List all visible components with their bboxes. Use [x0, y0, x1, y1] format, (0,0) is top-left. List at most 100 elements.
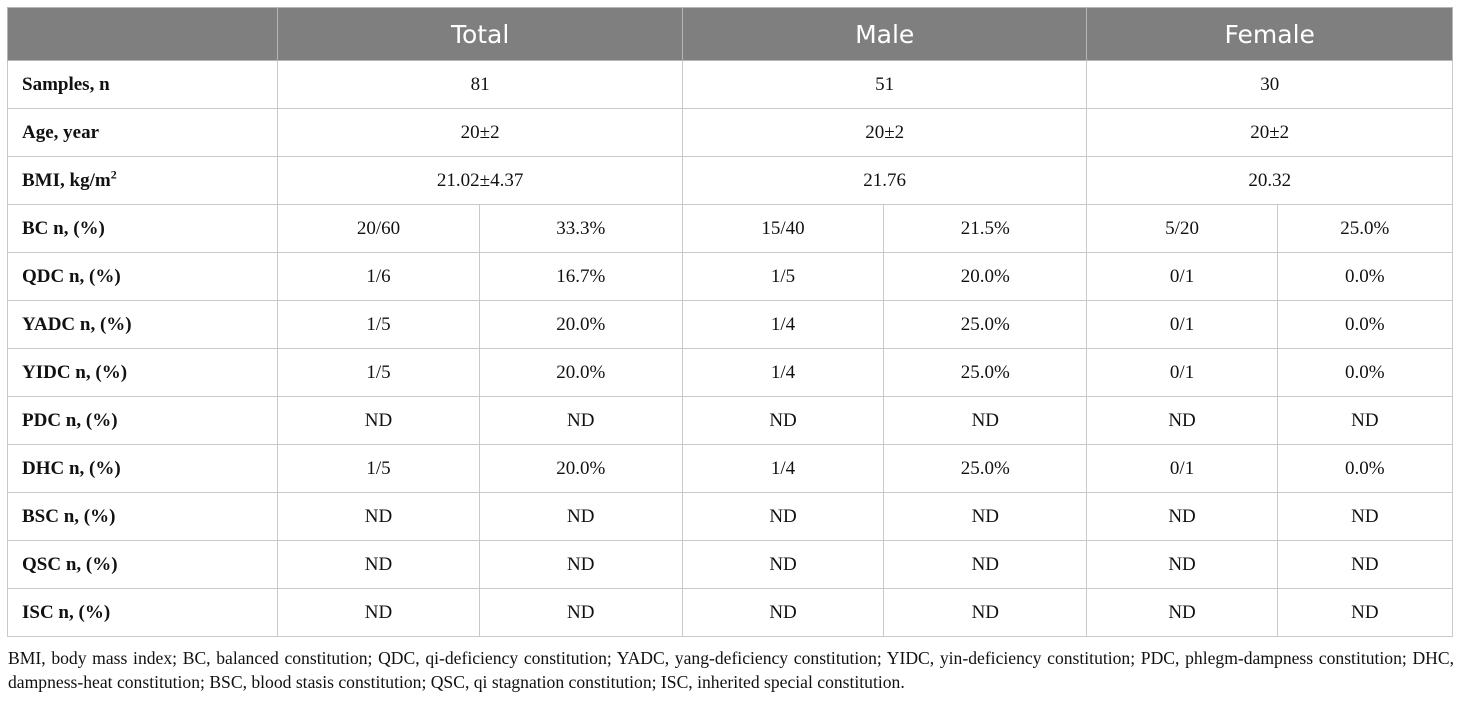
table-cell: ND — [277, 588, 480, 637]
table-row: QDC n, (%) 1/6 16.7% 1/5 20.0% 0/1 0.0% — [6, 252, 1454, 301]
table-cell: 21.5% — [883, 204, 1088, 253]
table-cell: 1/5 — [277, 444, 480, 493]
table-cell: ND — [277, 396, 480, 445]
table-cell: 16.7% — [478, 252, 683, 301]
table-cell: ND — [681, 588, 885, 637]
table-cell: 0.0% — [1276, 444, 1454, 493]
table-row: YADC n, (%) 1/5 20.0% 1/4 25.0% 0/1 0.0% — [6, 300, 1454, 349]
table-cell: ND — [478, 396, 683, 445]
table-cell: ND — [681, 492, 885, 541]
table-cell: ND — [1086, 396, 1278, 445]
table-cell: 15/40 — [681, 204, 885, 253]
table-cell: 30 — [1086, 60, 1453, 109]
table-header: Total Male Female — [6, 7, 1453, 61]
table-cell: 20±2 — [1086, 108, 1453, 157]
table-cell: ND — [883, 540, 1088, 589]
table-cell: 0.0% — [1276, 348, 1454, 397]
table-cell: 0.0% — [1276, 300, 1454, 349]
table-cell: 0.0% — [1276, 252, 1454, 301]
table-cell: ND — [1086, 588, 1278, 637]
table-cell: ND — [1276, 492, 1454, 541]
table-cell: 21.02±4.37 — [277, 156, 683, 205]
table-cell: 1/4 — [681, 444, 885, 493]
table-cell: ND — [681, 540, 885, 589]
row-label: QDC n, (%) — [6, 252, 279, 301]
table-cell: 1/5 — [277, 300, 480, 349]
row-label: YIDC n, (%) — [6, 348, 279, 397]
table-row: PDC n, (%) ND ND ND ND ND ND — [6, 396, 1454, 445]
table-cell: ND — [1276, 396, 1454, 445]
superscript: 2 — [110, 167, 117, 182]
table-cell: 20.0% — [478, 444, 683, 493]
table-cell: 20.0% — [478, 300, 683, 349]
table-cell: 0/1 — [1086, 300, 1278, 349]
table-cell: ND — [277, 540, 480, 589]
table-cell: 25.0% — [883, 300, 1088, 349]
table-cell: 0/1 — [1086, 348, 1278, 397]
table-cell: 25.0% — [883, 444, 1088, 493]
table-row: ISC n, (%) ND ND ND ND ND ND — [6, 588, 1454, 637]
header-empty — [6, 7, 279, 61]
table-cell: ND — [681, 396, 885, 445]
table-cell: 1/4 — [681, 348, 885, 397]
table-cell: ND — [883, 588, 1088, 637]
header-female: Female — [1086, 7, 1453, 61]
table-cell: ND — [478, 540, 683, 589]
table-cell: 20±2 — [277, 108, 683, 157]
row-label: PDC n, (%) — [6, 396, 279, 445]
table-cell: ND — [478, 492, 683, 541]
table-cell: ND — [1086, 540, 1278, 589]
split-rows: BC n, (%) 20/60 33.3% 15/40 21.5% 5/20 25.0% QD… — [6, 204, 1454, 637]
table-cell: 51 — [681, 60, 1088, 109]
table-row: BC n, (%) 20/60 33.3% 15/40 21.5% 5/20 25.0% — [6, 204, 1454, 253]
row-label: QSC n, (%) — [6, 540, 279, 589]
table-cell: ND — [277, 492, 480, 541]
table-cell: 1/5 — [277, 348, 480, 397]
header-total: Total — [277, 7, 683, 61]
table-cell: ND — [883, 396, 1088, 445]
footnote: BMI, body mass index; BC, balanced const… — [8, 648, 1454, 692]
table-cell: 1/5 — [681, 252, 885, 301]
row-label: ISC n, (%) — [6, 588, 279, 637]
row-label: YADC n, (%) — [6, 300, 279, 349]
table-body: Samples, n 81 51 30 Age, year 20±2 20±2 … — [6, 60, 1453, 205]
table-cell: 0/1 — [1086, 444, 1278, 493]
table-cell: 20.0% — [883, 252, 1088, 301]
row-label-text: BMI, kg/m — [22, 169, 111, 191]
table-row: Age, year 20±2 20±2 20±2 — [6, 108, 1453, 157]
table-container: Total Male Female Samples, n 81 51 30 Ag… — [6, 7, 1454, 637]
table-cell: 0/1 — [1086, 252, 1278, 301]
table-cell: 20.0% — [478, 348, 683, 397]
table-cell: 1/6 — [277, 252, 480, 301]
row-label: BMI, kg/m2 — [6, 156, 279, 205]
table-cell: 5/20 — [1086, 204, 1278, 253]
row-label: DHC n, (%) — [6, 444, 279, 493]
table-cell: ND — [1086, 492, 1278, 541]
table-cell: 20±2 — [681, 108, 1088, 157]
data-table: Total Male Female Samples, n 81 51 30 Ag… — [6, 7, 1454, 637]
table-cell: 1/4 — [681, 300, 885, 349]
header-male: Male — [681, 7, 1088, 61]
table-row: BSC n, (%) ND ND ND ND ND ND — [6, 492, 1454, 541]
row-label: Samples, n — [6, 60, 279, 109]
table-cell: 25.0% — [1276, 204, 1454, 253]
table-cell: 25.0% — [883, 348, 1088, 397]
table-cell: ND — [883, 492, 1088, 541]
table-cell: ND — [1276, 588, 1454, 637]
table-cell: 20/60 — [277, 204, 480, 253]
table-cell: 81 — [277, 60, 683, 109]
table-cell: ND — [478, 588, 683, 637]
table-row: BMI, kg/m2 21.02±4.37 21.76 20.32 — [6, 156, 1453, 205]
table-row: YIDC n, (%) 1/5 20.0% 1/4 25.0% 0/1 0.0% — [6, 348, 1454, 397]
header-row: Total Male Female — [6, 7, 1453, 61]
table-cell: 21.76 — [681, 156, 1088, 205]
row-label: BC n, (%) — [6, 204, 279, 253]
table-row: DHC n, (%) 1/5 20.0% 1/4 25.0% 0/1 0.0% — [6, 444, 1454, 493]
table-cell: 33.3% — [478, 204, 683, 253]
table-cell: ND — [1276, 540, 1454, 589]
row-label: Age, year — [6, 108, 279, 157]
table-row: QSC n, (%) ND ND ND ND ND ND — [6, 540, 1454, 589]
table-row: Samples, n 81 51 30 — [6, 60, 1453, 109]
row-label: BSC n, (%) — [6, 492, 279, 541]
table-cell: 20.32 — [1086, 156, 1453, 205]
